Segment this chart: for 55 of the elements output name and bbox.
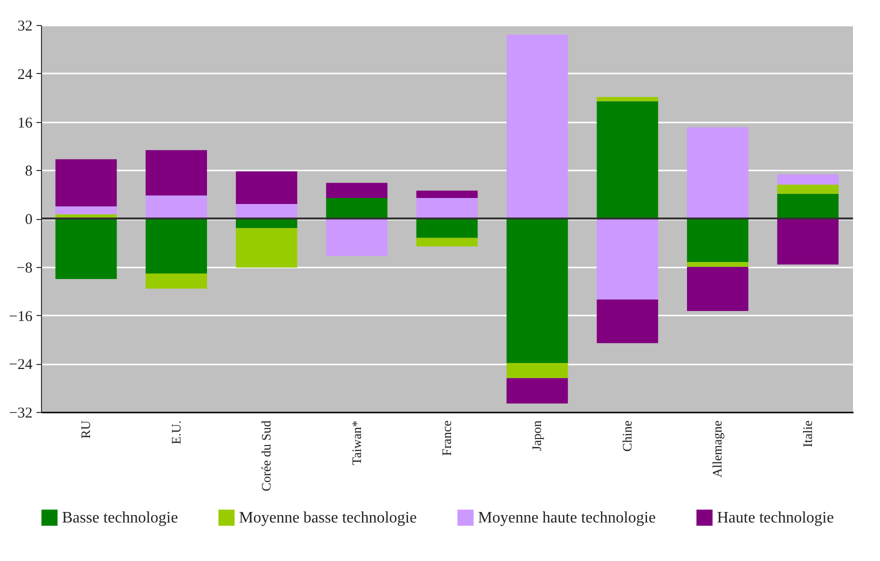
bar	[777, 174, 839, 185]
bar	[326, 182, 388, 198]
legend-label: Basse technologie	[62, 510, 178, 527]
bar	[326, 218, 388, 256]
bar	[596, 96, 658, 102]
legend-label: Moyenne basse technologie	[239, 510, 417, 527]
bar	[416, 190, 478, 198]
y-tick-label: −24	[9, 357, 33, 374]
bar	[506, 378, 568, 404]
y-tick-label: 16	[18, 115, 33, 132]
y-tick-label: 32	[18, 18, 32, 34]
bar	[236, 204, 298, 218]
x-tick-label: Italie	[800, 420, 815, 448]
y-tick-label: 24	[18, 66, 33, 83]
bar	[596, 300, 658, 344]
bar	[416, 218, 478, 238]
x-tick-label: RU	[78, 420, 94, 439]
y-tick-label: 0	[25, 212, 32, 228]
bar	[506, 363, 568, 378]
legend-label: Haute technologie	[717, 510, 834, 527]
x-tick-label: France	[439, 420, 454, 456]
bar	[55, 206, 117, 214]
bar	[506, 34, 568, 218]
bar	[416, 198, 478, 218]
bar	[777, 218, 839, 264]
bar	[777, 194, 839, 218]
x-tick-label: Corée du Sud	[258, 420, 274, 492]
bar	[146, 274, 208, 289]
x-tick-label: Taiwan*	[348, 420, 364, 466]
bar	[146, 150, 208, 196]
x-tick-label: Allemagne	[710, 420, 725, 478]
bar	[686, 127, 748, 218]
bar	[686, 218, 748, 262]
bar	[777, 184, 839, 194]
bar	[416, 238, 478, 246]
y-tick-label: −32	[9, 406, 32, 422]
y-tick-label: 8	[25, 164, 32, 180]
bar	[236, 228, 298, 268]
legend-label: Moyenne haute technologie	[478, 510, 656, 527]
bar	[686, 262, 748, 267]
x-tick-label: E.U.	[168, 420, 184, 444]
x-tick-label: Chine	[619, 420, 634, 452]
bar	[55, 218, 117, 279]
bar	[236, 171, 298, 204]
bar	[506, 218, 568, 364]
bar	[326, 198, 388, 218]
x-tick-label: Japon	[529, 420, 544, 451]
bar	[596, 218, 658, 300]
bar	[686, 266, 748, 312]
bar	[146, 218, 208, 274]
y-tick-label: −8	[16, 260, 32, 276]
bar	[146, 196, 208, 218]
bar	[55, 159, 117, 206]
y-tick-label: −16	[9, 308, 33, 325]
bar	[596, 101, 658, 218]
